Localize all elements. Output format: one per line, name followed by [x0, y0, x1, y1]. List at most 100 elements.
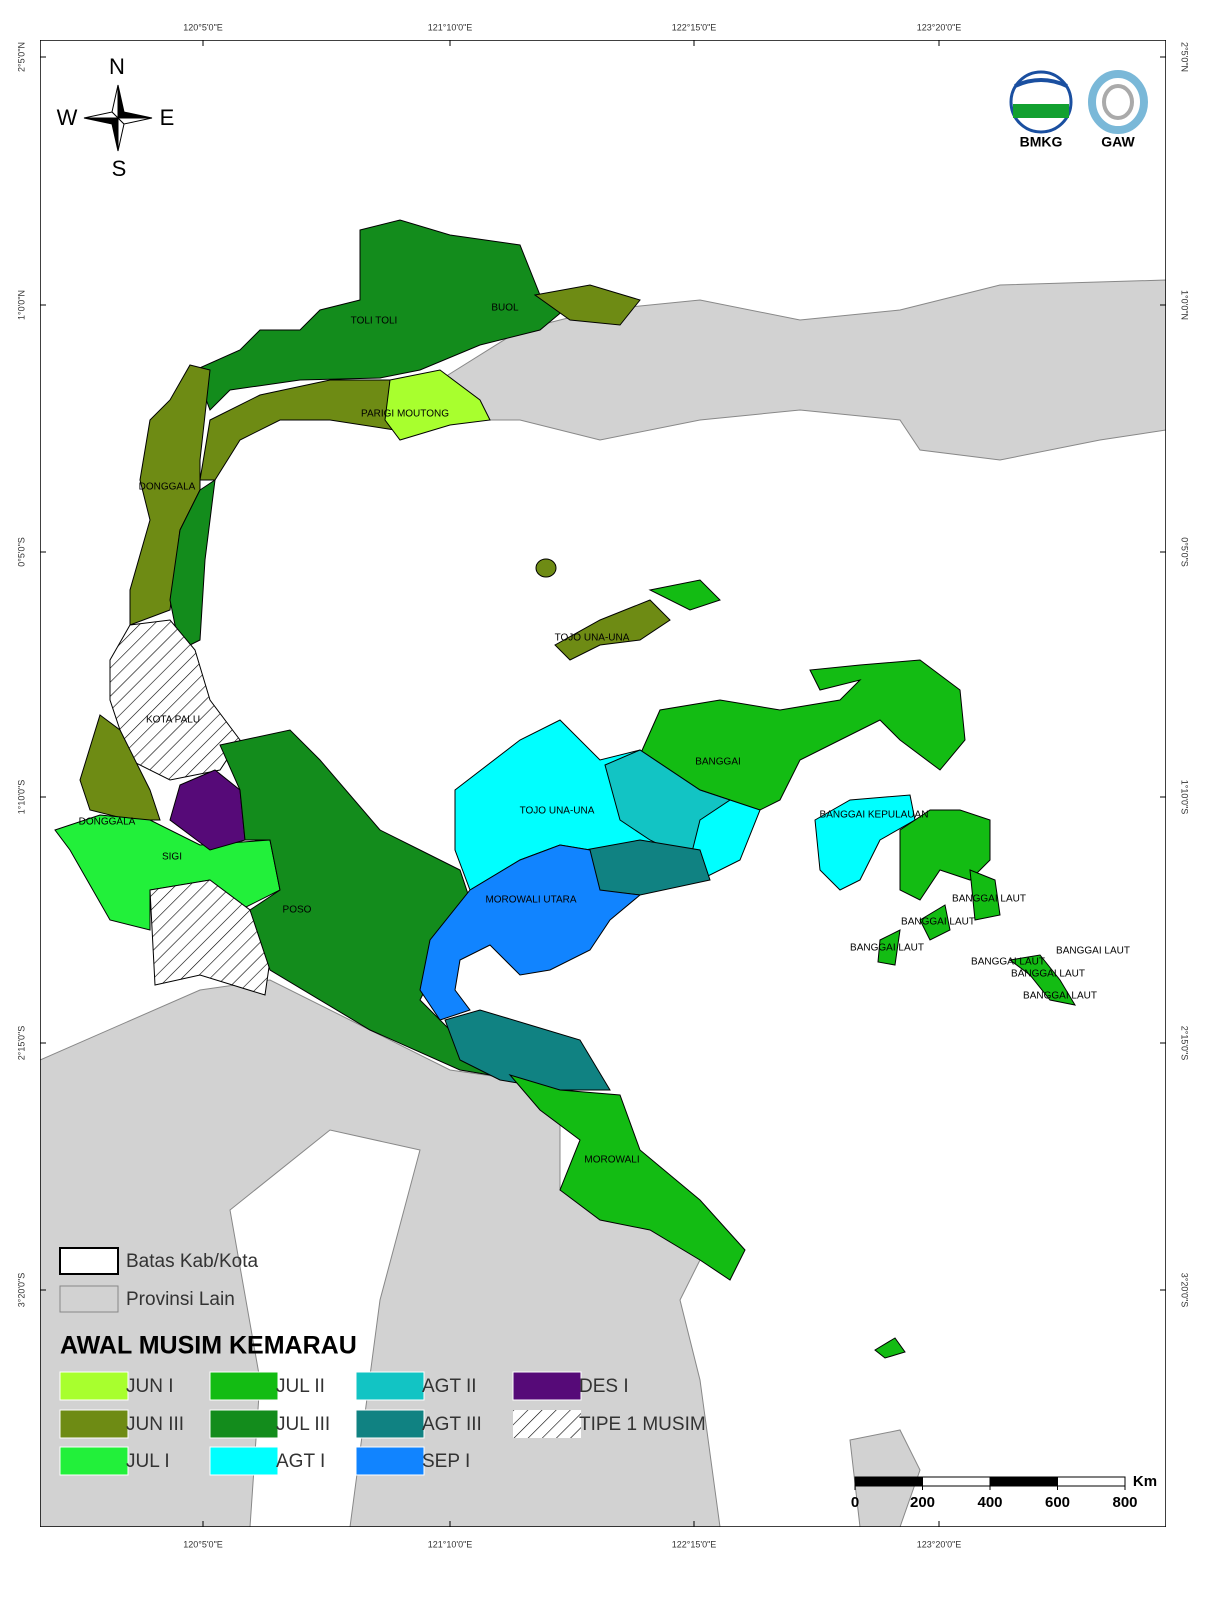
region-label: BANGGAI — [695, 757, 741, 768]
latitude-label: 1°10'0"S — [1180, 780, 1190, 815]
legend-swatch — [513, 1410, 581, 1438]
region — [508, 1074, 746, 1281]
region-label: DONGGALA — [79, 817, 136, 828]
scale-segment — [854, 1476, 923, 1487]
legend-label: JUL I — [126, 1451, 170, 1472]
scale-tick-label: 200 — [910, 1494, 935, 1511]
latitude-label: 0°5'0"S — [16, 537, 26, 567]
region — [533, 284, 641, 326]
legend-swatch — [59, 1371, 129, 1401]
region-label: DONGGALA — [139, 482, 196, 493]
legend-swatch — [209, 1409, 279, 1439]
latitude-label: 2°5'0"N — [16, 42, 26, 72]
region — [1008, 954, 1077, 1006]
bmkg-logo — [1009, 70, 1073, 134]
legend-label: Provinsi Lain — [126, 1289, 235, 1310]
legend-swatch — [355, 1409, 425, 1439]
latitude-label: 3°20'0"S — [1180, 1273, 1190, 1308]
other-province — [439, 279, 1166, 461]
compass-west: W — [57, 105, 78, 130]
legend-label: TIPE 1 MUSIM — [579, 1414, 706, 1435]
region-label: TOLI TOLI — [351, 316, 398, 327]
region — [194, 219, 572, 411]
scale-unit: Km — [1133, 1473, 1157, 1490]
legend-swatch — [512, 1371, 582, 1401]
longitude-label: 123°20'0"E — [917, 22, 962, 32]
scale-tick-label: 400 — [977, 1494, 1002, 1511]
legend-label: AGT II — [422, 1376, 477, 1397]
longitude-label: 122°15'0"E — [672, 22, 717, 32]
region-label: TOJO UNA-UNA — [520, 806, 595, 817]
compass-east: E — [160, 105, 175, 130]
compass-north: N — [109, 54, 125, 79]
scale-segment — [989, 1476, 1058, 1487]
region-label: BANGGAI LAUT — [901, 917, 975, 928]
region — [814, 794, 916, 891]
logo-label: BMKG — [1020, 134, 1063, 150]
region — [444, 1009, 611, 1091]
region-label: MOROWALI — [584, 1155, 639, 1166]
longitude-label: 120°5'0"E — [183, 1539, 223, 1549]
legend-label: SEP I — [422, 1451, 470, 1472]
scale-tick-label: 0 — [851, 1494, 859, 1511]
legend-label: DES I — [579, 1376, 629, 1397]
legend-label: JUN III — [126, 1414, 184, 1435]
region-label: POSO — [283, 905, 312, 916]
legend-label: JUL III — [276, 1414, 330, 1435]
region-label: BUOL — [491, 303, 519, 314]
map-body: N S W E BMKG GAW Batas Kab/Kota Provinsi… — [40, 40, 1166, 1527]
longitude-label: 121°10'0"E — [428, 22, 473, 32]
region-label: TOJO UNA-UNA — [555, 633, 630, 644]
region-label: BANGGAI LAUT — [1056, 946, 1130, 957]
legend-label: Batas Kab/Kota — [126, 1251, 258, 1272]
latitude-label: 3°20'0"S — [16, 1273, 26, 1308]
region-label: BANGGAI LAUT — [971, 957, 1045, 968]
region-label: PARIGI MOUTONG — [361, 409, 449, 420]
region-label: SIGI — [162, 852, 182, 863]
legend-label: AGT III — [422, 1414, 482, 1435]
region — [384, 369, 491, 441]
legend-swatch — [355, 1371, 425, 1401]
latitude-label: 2°5'0"N — [1180, 42, 1190, 72]
scale-segment — [1057, 1476, 1126, 1487]
region — [419, 844, 642, 1021]
longitude-label: 123°20'0"E — [917, 1539, 962, 1549]
compass-south: S — [112, 156, 127, 181]
longitude-label: 120°5'0"E — [183, 22, 223, 32]
region — [604, 749, 732, 861]
boundary-swatch — [59, 1247, 119, 1275]
latitude-label: 2°15'0"S — [16, 1026, 26, 1061]
region-label: BANGGAI KEPULAUAN — [820, 810, 929, 821]
region — [919, 904, 951, 941]
compass-rose — [83, 84, 153, 152]
legend-title: AWAL MUSIM KEMARAU — [60, 1332, 357, 1360]
legend-swatch — [209, 1446, 279, 1476]
latitude-label: 0°5'0"S — [1180, 537, 1190, 567]
latitude-label: 2°15'0"S — [1180, 1026, 1190, 1061]
latitude-label: 1°10'0"S — [16, 780, 26, 815]
region — [149, 879, 271, 996]
region — [535, 558, 557, 578]
region-label: MOROWALI UTARA — [485, 895, 576, 906]
region — [109, 619, 241, 781]
region-label: KOTA PALU — [146, 715, 200, 726]
region — [874, 1337, 906, 1359]
legend-swatch — [59, 1409, 129, 1439]
logo-label: GAW — [1101, 134, 1135, 150]
scale-tick-label: 600 — [1045, 1494, 1070, 1511]
legend-swatch — [59, 1446, 129, 1476]
latitude-label: 1°0'0"N — [16, 290, 26, 320]
scale-tick-label: 800 — [1112, 1494, 1137, 1511]
scale-segment — [922, 1476, 991, 1487]
region-label: BANGGAI LAUT — [952, 894, 1026, 905]
region — [648, 579, 721, 611]
legend-label: AGT I — [276, 1451, 325, 1472]
region-label: BANGGAI LAUT — [1011, 969, 1085, 980]
latitude-label: 1°0'0"N — [1180, 290, 1190, 320]
region-label: BANGGAI LAUT — [1023, 991, 1097, 1002]
region — [639, 659, 966, 811]
legend-label: JUL II — [276, 1376, 325, 1397]
legend-label: JUN I — [126, 1376, 174, 1397]
region — [969, 869, 1001, 921]
